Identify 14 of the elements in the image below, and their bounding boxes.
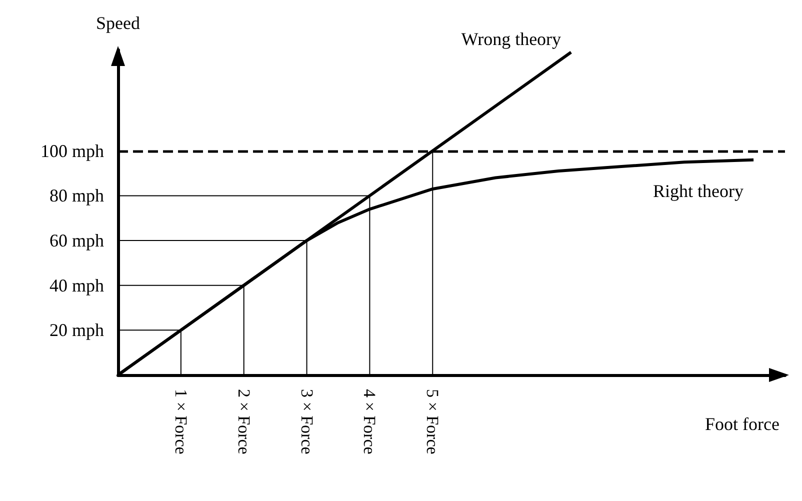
- x-tick-label: 1 × Force: [171, 389, 190, 454]
- y-tick-label: 100 mph: [40, 140, 104, 161]
- x-tick-label: 3 × Force: [297, 389, 316, 454]
- y-axis-title: Speed: [96, 13, 140, 33]
- y-tick-label: 20 mph: [49, 320, 104, 340]
- y-tick-label: 40 mph: [49, 275, 104, 296]
- x-axis-title: Foot force: [705, 414, 780, 434]
- series-label: Right theory: [653, 180, 744, 201]
- x-tick-label: 5 × Force: [423, 389, 442, 454]
- x-tick-label: 4 × Force: [360, 389, 380, 454]
- y-tick-label: 60 mph: [49, 230, 104, 251]
- y-tick-label: 80 mph: [49, 186, 104, 206]
- x-tick-label: 2 × Force: [234, 389, 254, 454]
- series-label: Wrong theory: [461, 29, 562, 50]
